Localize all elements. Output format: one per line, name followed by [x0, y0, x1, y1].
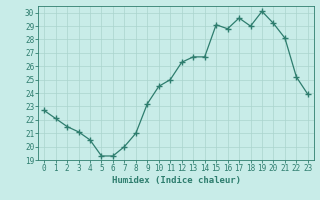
X-axis label: Humidex (Indice chaleur): Humidex (Indice chaleur): [111, 176, 241, 185]
